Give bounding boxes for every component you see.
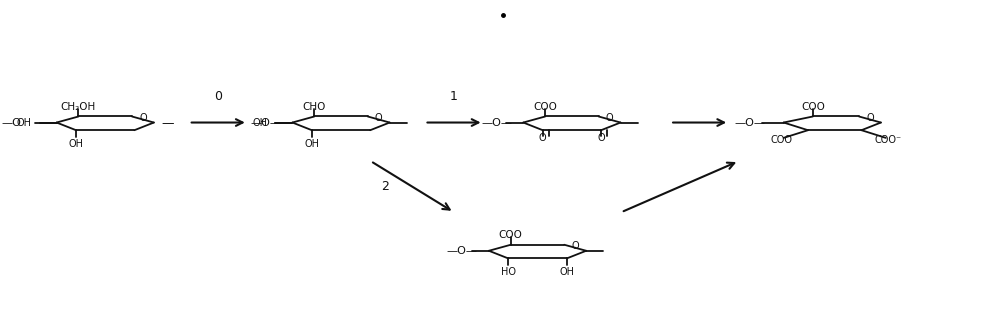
- Text: OH: OH: [69, 139, 84, 149]
- Text: CHO: CHO: [303, 102, 326, 112]
- Text: COO: COO: [533, 102, 557, 112]
- Text: —O—: —O—: [734, 118, 765, 128]
- Text: —O—: —O—: [481, 118, 512, 128]
- Text: —O—: —O—: [250, 118, 281, 128]
- Text: COO: COO: [801, 102, 825, 112]
- Text: 2: 2: [381, 180, 389, 193]
- Text: O: O: [866, 112, 874, 123]
- Text: 0: 0: [214, 90, 222, 103]
- Text: COO: COO: [499, 231, 523, 241]
- Text: OH: OH: [252, 118, 267, 128]
- Text: —O: —O: [2, 118, 22, 128]
- Text: COO⁻: COO⁻: [875, 135, 902, 145]
- Text: OH: OH: [304, 139, 319, 149]
- Text: CH₂OH: CH₂OH: [61, 102, 96, 112]
- Text: O: O: [139, 112, 147, 123]
- Text: O: O: [597, 133, 605, 143]
- Text: OH: OH: [16, 118, 31, 128]
- Text: O: O: [606, 112, 613, 123]
- Text: HO: HO: [501, 267, 516, 277]
- Text: OH: OH: [559, 267, 574, 277]
- Text: COO: COO: [770, 135, 792, 145]
- Text: O: O: [571, 241, 579, 251]
- Text: —: —: [161, 117, 174, 130]
- Text: O: O: [539, 133, 547, 143]
- Text: 1: 1: [450, 90, 458, 103]
- Text: —O—: —O—: [447, 246, 478, 256]
- Text: O: O: [375, 112, 383, 123]
